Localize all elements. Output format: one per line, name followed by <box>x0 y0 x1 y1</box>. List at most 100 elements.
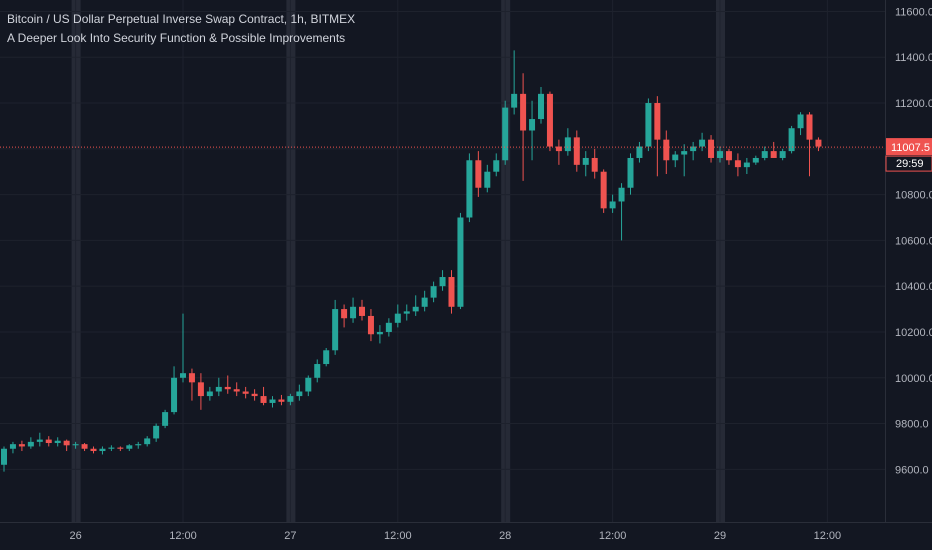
candle-body <box>305 377 312 392</box>
candle <box>45 436 52 447</box>
candle-body <box>153 425 160 439</box>
candle <box>699 132 706 152</box>
candle <box>493 153 500 177</box>
candle-body <box>18 444 25 447</box>
candle <box>743 157 750 174</box>
candle <box>126 444 133 452</box>
candle-body <box>135 444 142 446</box>
candle <box>546 91 553 152</box>
time-tick-label: 27 <box>284 530 296 542</box>
candle-body <box>421 297 428 307</box>
candle-body <box>233 389 240 392</box>
price-tick-label: 11600.0 <box>895 6 932 18</box>
time-axis[interactable]: 26 12:00 27 12:00 28 12:00 29 12:00 <box>69 530 841 542</box>
candle-body <box>430 286 437 298</box>
price-tick-label: 9800.0 <box>895 419 929 431</box>
candle <box>135 441 142 449</box>
candle-body <box>63 440 70 446</box>
candle <box>63 439 70 452</box>
candle-body <box>752 157 759 163</box>
last-price-label: 11007.5 <box>891 142 930 154</box>
candle <box>403 304 410 321</box>
candle-body <box>529 119 536 131</box>
candle <box>314 359 321 383</box>
candle <box>511 50 518 115</box>
candle-body <box>546 93 553 147</box>
candle <box>385 318 392 337</box>
candle <box>717 146 723 163</box>
candle <box>538 87 544 124</box>
candle <box>564 128 571 156</box>
candle-body <box>743 162 750 168</box>
candle-body <box>269 399 276 403</box>
candle-body <box>582 157 589 165</box>
chart-legend: Bitcoin / US Dollar Perpetual Inverse Sw… <box>7 10 355 48</box>
candle <box>609 194 616 213</box>
candle <box>242 386 249 399</box>
symbol-title[interactable]: Bitcoin / US Dollar Perpetual Inverse Sw… <box>7 12 356 26</box>
candle-body <box>144 438 151 445</box>
study-title[interactable]: A Deeper Look Into Security Function & P… <box>7 31 346 45</box>
candle <box>672 151 679 168</box>
candle-body <box>690 146 697 152</box>
candle-body <box>654 103 661 140</box>
candle-body <box>72 444 79 446</box>
candle <box>618 183 625 241</box>
candle <box>287 393 294 406</box>
candle-body <box>600 171 607 209</box>
candle <box>708 135 715 163</box>
candle <box>341 304 348 328</box>
candle <box>654 96 661 177</box>
candle-body <box>502 107 509 161</box>
candle-body <box>81 444 88 449</box>
price-axis[interactable]: 9600.0 9800.0 10000.0 10200.0 10400.0 10600.0… <box>895 6 932 476</box>
candle-body <box>699 139 706 147</box>
candle-body <box>251 393 258 397</box>
candle <box>144 436 151 447</box>
candle <box>421 290 428 312</box>
candle <box>171 366 178 415</box>
candle-body <box>278 399 285 402</box>
candle-body <box>215 386 222 392</box>
candle-body <box>1 448 7 465</box>
candle-body <box>341 309 348 319</box>
candle-body <box>645 103 652 147</box>
candle-body <box>224 386 231 390</box>
candle <box>412 295 419 316</box>
candle <box>394 304 401 328</box>
candle-body <box>815 139 822 147</box>
candle <box>305 375 312 397</box>
candle <box>770 141 777 158</box>
price-tick-label: 10000.0 <box>895 373 932 385</box>
candle-body <box>99 448 106 452</box>
time-tick-label: 29 <box>714 530 726 542</box>
candle <box>752 155 759 165</box>
candle <box>520 73 527 181</box>
candle <box>269 396 276 408</box>
candle-body <box>573 137 580 165</box>
candle-body <box>681 151 688 155</box>
candle-body <box>359 306 365 316</box>
price-tick-label: 9600.0 <box>895 464 929 476</box>
candle <box>260 386 267 406</box>
candle-body <box>636 146 643 158</box>
candle <box>591 148 598 179</box>
candle-body <box>627 157 634 188</box>
candle-body <box>126 445 133 449</box>
time-tick-label: 28 <box>499 530 511 542</box>
candle-body <box>350 306 357 319</box>
candle <box>108 445 115 452</box>
candle-body <box>725 151 732 161</box>
candle-body <box>206 391 213 397</box>
candle-body <box>591 157 598 172</box>
candle <box>573 130 580 172</box>
candle-body <box>162 412 169 426</box>
candle-body <box>493 160 500 172</box>
candle-body <box>385 322 392 332</box>
candle <box>9 441 16 454</box>
candle <box>627 153 634 195</box>
candle-body <box>511 93 518 108</box>
candle <box>117 446 124 452</box>
candle-body <box>287 396 294 402</box>
